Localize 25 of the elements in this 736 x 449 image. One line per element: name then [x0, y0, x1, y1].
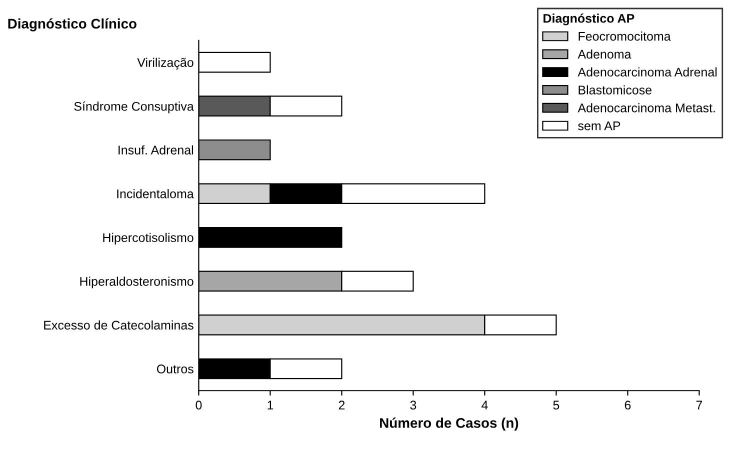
y-tick-label: Hipercotisolismo [103, 232, 194, 245]
x-tick-label: 0 [196, 400, 202, 410]
x-tick-label: 1 [268, 400, 274, 410]
x-tick-label: 5 [553, 400, 560, 410]
x-tick-label: 6 [624, 400, 631, 410]
legend-label: Adenoma [578, 49, 632, 59]
legend-label: Feocromocitoma [578, 32, 671, 41]
x-tick-label: 3 [410, 400, 416, 410]
legend-label: Adenocarcinoma Metast. [578, 103, 715, 112]
y-tick-label: Hiperaldosteronismo [80, 276, 194, 288]
x-tick-label: 7 [696, 400, 702, 410]
legend-title: Diagnóstico AP [544, 13, 634, 26]
y-tick-label: Síndrome Consuptiva [74, 101, 194, 114]
y-axis-title: Diagnóstico Clínico [8, 18, 136, 32]
y-tick-label: Insuf. Adrenal [118, 145, 194, 155]
x-tick-label: 4 [482, 400, 488, 410]
x-axis-title: Número de Casos (n) [380, 418, 518, 431]
legend-label: Blastomicose [578, 85, 652, 94]
y-tick-label: Outros [156, 364, 194, 374]
y-tick-label: Excesso de Catecolaminas [44, 320, 194, 330]
y-tick-label: Virilização [137, 58, 194, 70]
x-tick-label: 2 [338, 400, 345, 410]
legend-label: Adenocarcinoma Adrenal [578, 67, 717, 77]
legend-label: sem AP [578, 122, 620, 130]
y-tick-label: Incidentaloma [117, 189, 194, 198]
